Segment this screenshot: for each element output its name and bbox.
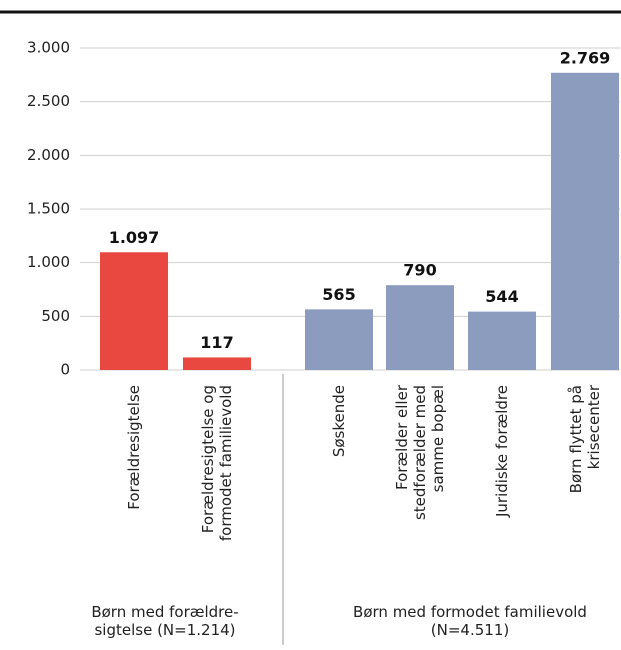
group-label: Børn med forældre-sigtelse (N=1.214)	[91, 603, 238, 639]
y-tick-label: 500	[41, 307, 70, 325]
x-tick-label: Søskende	[330, 385, 348, 457]
y-tick-label: 1.500	[27, 200, 70, 218]
bar	[305, 309, 373, 370]
bar	[468, 311, 536, 370]
bar	[386, 285, 454, 370]
x-tick-label: Forælder ellerstedforælder medsamme bopæ…	[393, 384, 447, 520]
x-tick-label: Forældresigtelse ogformodet familievold	[199, 385, 235, 541]
x-tick-label: Juridiske forældre	[493, 385, 511, 518]
y-tick-label: 1.000	[27, 253, 70, 271]
value-label: 565	[322, 285, 355, 304]
x-tick-label: Forældresigtelse	[125, 385, 143, 510]
y-tick-label: 2.000	[27, 146, 70, 164]
value-label: 117	[200, 333, 233, 352]
bar	[100, 252, 168, 370]
y-tick-label: 3.000	[27, 39, 70, 57]
y-tick-label: 0	[60, 361, 70, 379]
value-label: 790	[403, 261, 436, 280]
value-label: 1.097	[109, 228, 160, 247]
bar	[183, 357, 251, 370]
y-tick-label: 2.500	[27, 92, 70, 110]
value-label: 2.769	[560, 48, 611, 67]
bar	[551, 72, 619, 370]
x-tick-label: Børn flyttet påkrisecenter	[567, 384, 603, 493]
group-label: Børn med formodet familievold (N=4.511)	[353, 603, 587, 639]
value-label: 544	[485, 287, 518, 306]
